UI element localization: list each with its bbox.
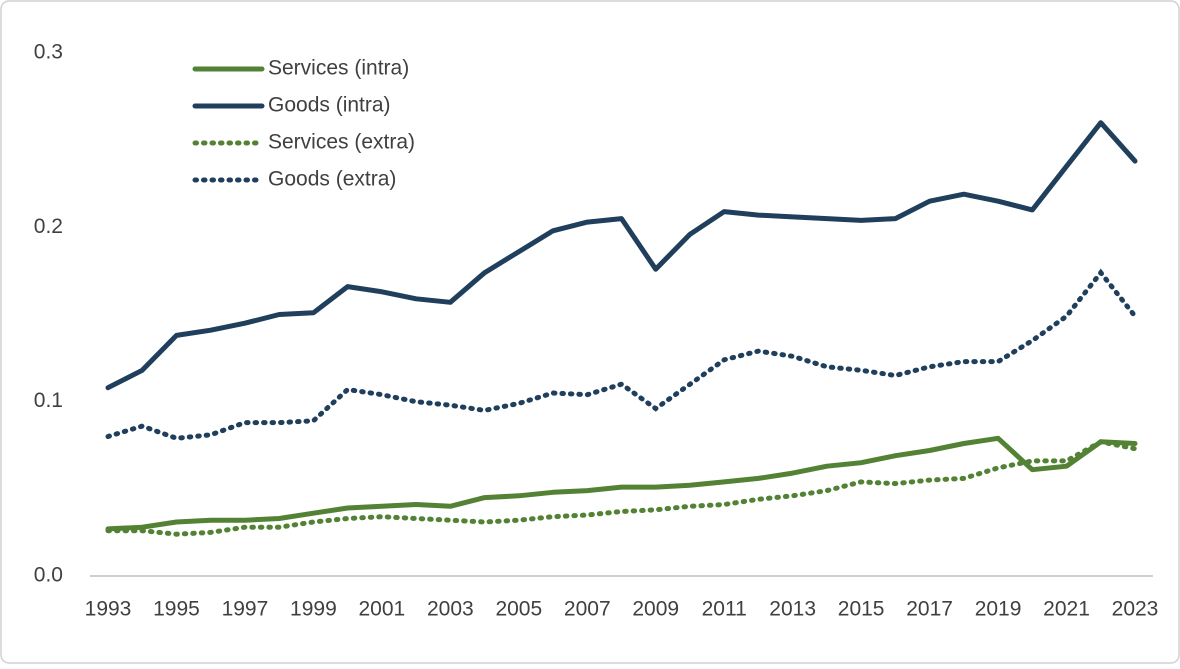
x-tick-label: 1993 [85, 598, 132, 621]
y-tick-label: 0.1 [34, 389, 63, 412]
legend-label: Goods (intra) [268, 94, 391, 117]
x-tick-label: 2005 [495, 598, 542, 621]
legend-label: Services (intra) [268, 57, 409, 80]
x-tick-label: 2019 [975, 598, 1022, 621]
x-tick-label: 2007 [564, 598, 611, 621]
x-tick-label: 2003 [427, 598, 474, 621]
x-tick-label: 2015 [838, 598, 885, 621]
x-tick-label: 2011 [702, 598, 747, 621]
x-tick-label: 1997 [222, 598, 269, 621]
series-line [105, 439, 1138, 537]
x-tick-label: 2009 [632, 598, 679, 621]
x-tick-label: 2001 [359, 598, 406, 621]
y-tick-label: 0.0 [34, 564, 63, 587]
x-tick-label: 2021 [1043, 598, 1090, 621]
series-line [105, 120, 1138, 391]
series-line [105, 435, 1138, 532]
legend-label: Goods (extra) [268, 168, 396, 191]
legend-label: Services (extra) [268, 131, 415, 154]
y-tick-label: 0.3 [34, 41, 63, 64]
x-tick-label: 2023 [1112, 598, 1159, 621]
series-line [105, 268, 1138, 441]
y-tick-label: 0.2 [34, 215, 63, 238]
x-tick-label: 2013 [769, 598, 816, 621]
x-tick-label: 2017 [906, 598, 953, 621]
x-tick-label: 1999 [290, 598, 337, 621]
x-tick-label: 1995 [153, 598, 200, 621]
